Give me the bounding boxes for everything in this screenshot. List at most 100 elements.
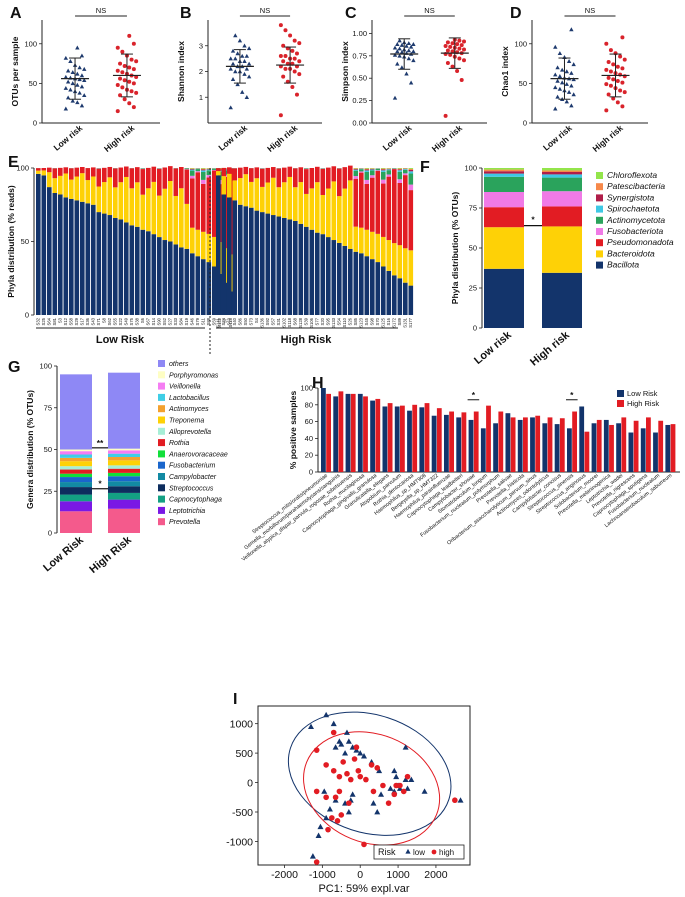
- bar-segment-pseudomonadota: [276, 168, 282, 188]
- y-tick-label: 50: [29, 79, 37, 88]
- data-point-low: [326, 806, 333, 812]
- bar-segment-pseudomonadota: [107, 166, 113, 178]
- legend-swatch: [158, 461, 165, 469]
- y-tick-label: 100: [16, 164, 29, 173]
- sample-label: S11: [200, 317, 205, 325]
- data-point-A: [79, 73, 85, 78]
- data-point-high: [361, 841, 367, 848]
- bar-low-risk: [603, 419, 609, 472]
- bar-segment-bacteroidota: [304, 193, 309, 227]
- bar-high-risk: [609, 424, 614, 472]
- y-tick-label: 0: [523, 119, 527, 128]
- data-point-low: [323, 711, 330, 718]
- bar-high-risk: [326, 393, 331, 472]
- bar-segment-bacteroidota: [58, 175, 63, 195]
- bar-segment-chloroflexota: [484, 168, 524, 170]
- data-point-A: [115, 68, 120, 73]
- data-point-A: [63, 106, 69, 111]
- bar-segment-bacillota: [168, 241, 173, 315]
- data-point-B: [283, 54, 288, 59]
- bar-segment-bacteroidota: [331, 181, 337, 241]
- bar-segment-pseudomonadota: [118, 167, 124, 183]
- bar-segment-bacteroidota: [375, 233, 381, 263]
- data-point-D: [569, 27, 574, 32]
- legend-marker-high: [431, 849, 437, 855]
- bar-segment-bacteroidota: [216, 171, 221, 176]
- legend-label: Streptococcus: [169, 485, 214, 492]
- bar-segment-bacteroidota: [179, 188, 184, 248]
- bar-segment-bacillota: [298, 223, 304, 315]
- bar-segment-bacteroidota: [69, 179, 74, 199]
- bar-segment-fusobacteriota: [353, 176, 359, 179]
- data-point-low: [317, 823, 324, 830]
- bar-segment-bacteroidota: [542, 226, 582, 273]
- bar-segment-bacillota: [364, 256, 370, 315]
- data-point-A: [79, 53, 85, 58]
- data-point-C: [445, 40, 450, 45]
- data-point-B: [246, 74, 252, 79]
- bar-segment-spirochaetota: [353, 169, 359, 171]
- data-point-low: [309, 853, 316, 859]
- bar-low-risk: [665, 424, 671, 472]
- y-axis-label: Phyla distribution (% OTUs): [450, 192, 460, 305]
- legend-label: Capnocytophaga: [169, 497, 222, 504]
- group-label-high: High Risk: [281, 334, 333, 346]
- bar-segment-pseudomonadota: [342, 167, 348, 189]
- bar-segment-actinomycetota: [140, 168, 146, 169]
- sample-label: S22: [118, 317, 123, 325]
- data-point-C: [445, 48, 450, 53]
- bar-segment-bacteroidota: [157, 195, 162, 238]
- legend-label: Pseudomonadota: [607, 237, 674, 247]
- bar-segment-actinomycetota: [386, 170, 392, 175]
- bar-segment-bacillota: [212, 266, 217, 315]
- bar-segment-rothia: [60, 469, 92, 474]
- bar-segment-capnocytophaga: [60, 494, 92, 502]
- bar-segment-bacteroidota: [107, 177, 113, 216]
- bar-high-risk: [633, 420, 639, 472]
- bar-segment-bacteroidota: [102, 182, 107, 214]
- data-point-low: [391, 767, 398, 774]
- data-point-high: [336, 773, 343, 780]
- legend-label: Low Risk: [627, 389, 658, 398]
- bar-segment-bacillota: [146, 231, 151, 315]
- bar-segment-spirochaetota: [542, 174, 582, 178]
- data-point-D: [553, 85, 558, 90]
- bar-segment-fusobacteriota: [206, 175, 212, 178]
- y-tick-label: 0.25: [352, 96, 367, 105]
- data-point-B: [288, 33, 293, 38]
- legend-label: Synergistota: [607, 192, 655, 202]
- bar-segment-fusobacteriota: [375, 170, 381, 172]
- bar-segment-bacillota: [276, 216, 282, 315]
- bar-segment-synergistota: [408, 169, 414, 172]
- data-point-B: [242, 71, 247, 76]
- sample-label: S81: [52, 317, 57, 325]
- bar-segment-synergistota: [364, 169, 370, 171]
- bar-segment-synergistota: [542, 172, 582, 175]
- data-point-A: [65, 79, 71, 84]
- bar-segment-bacillota: [260, 212, 265, 315]
- bar-segment-bacillota: [69, 198, 74, 315]
- bar-segment-patescibacteria: [484, 169, 524, 172]
- data-point-high: [344, 770, 350, 777]
- bar-segment-bacteroidota: [124, 176, 129, 223]
- bar-segment-pseudomonadota: [47, 167, 52, 173]
- legend-swatch: [596, 205, 603, 213]
- bar-segment-synergistota: [386, 168, 392, 170]
- data-point-B: [244, 66, 250, 71]
- bar-segment-pseudomonadota: [364, 183, 370, 230]
- data-point-B: [228, 56, 233, 61]
- data-point-A: [70, 98, 75, 103]
- legend-label: low: [413, 848, 425, 857]
- data-point-B: [294, 92, 299, 97]
- bar-segment-bacteroidota: [386, 240, 392, 271]
- bar-segment-bacillota: [304, 226, 309, 315]
- bar-low-risk: [345, 393, 351, 472]
- bar-low-risk: [444, 414, 449, 472]
- bar-segment-bacteroidota: [146, 188, 151, 232]
- bar-segment-bacteroidota: [320, 194, 326, 235]
- data-point-D: [557, 74, 563, 79]
- bar-segment-pseudomonadota: [359, 172, 364, 228]
- bar-segment-others: [60, 374, 92, 450]
- bar-segment-pseudomonadota: [315, 166, 320, 183]
